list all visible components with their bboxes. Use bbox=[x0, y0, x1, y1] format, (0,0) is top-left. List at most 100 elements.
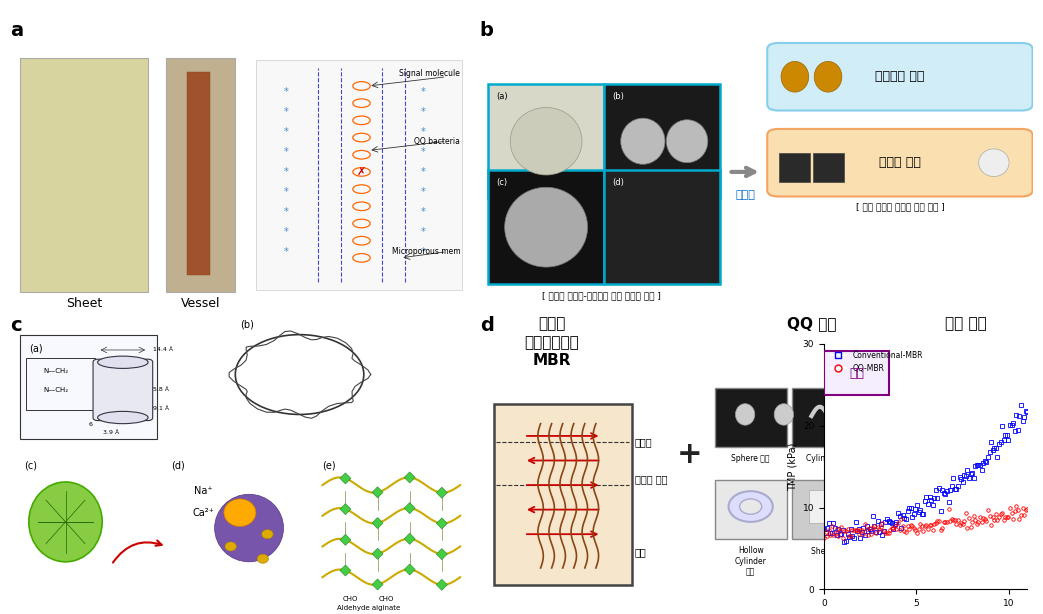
Polygon shape bbox=[340, 503, 350, 515]
FancyBboxPatch shape bbox=[714, 480, 786, 539]
Text: (b): (b) bbox=[612, 92, 625, 101]
Text: Ca²⁺: Ca²⁺ bbox=[192, 508, 214, 518]
Text: *: * bbox=[421, 207, 426, 217]
Text: *: * bbox=[421, 107, 426, 117]
FancyBboxPatch shape bbox=[824, 351, 889, 395]
Ellipse shape bbox=[98, 356, 148, 368]
Text: +: + bbox=[677, 440, 703, 469]
Text: 무폭기
수평왕복운동
MBR: 무폭기 수평왕복운동 MBR bbox=[525, 316, 579, 368]
Text: a: a bbox=[10, 21, 24, 41]
Text: 9.1 Å: 9.1 Å bbox=[152, 406, 169, 411]
Ellipse shape bbox=[98, 411, 148, 424]
Text: c: c bbox=[10, 316, 22, 335]
Ellipse shape bbox=[262, 529, 273, 539]
Text: *: * bbox=[284, 227, 288, 237]
Text: *: * bbox=[284, 247, 288, 257]
Text: (a): (a) bbox=[496, 92, 508, 101]
Text: *: * bbox=[421, 227, 426, 237]
Ellipse shape bbox=[728, 491, 773, 522]
Text: *: * bbox=[421, 147, 426, 157]
Text: 분리막: 분리막 bbox=[634, 437, 652, 447]
Text: *: * bbox=[421, 87, 426, 97]
FancyBboxPatch shape bbox=[167, 58, 236, 292]
Polygon shape bbox=[372, 548, 383, 559]
Text: Aldehyde alginate: Aldehyde alginate bbox=[337, 605, 401, 611]
FancyBboxPatch shape bbox=[20, 335, 157, 439]
Text: 성능 확인: 성능 확인 bbox=[945, 316, 987, 331]
Text: *: * bbox=[421, 247, 426, 257]
Polygon shape bbox=[405, 534, 415, 545]
Text: (d): (d) bbox=[612, 178, 625, 187]
Text: (e): (e) bbox=[322, 460, 336, 470]
Text: *: * bbox=[421, 127, 426, 137]
Ellipse shape bbox=[29, 482, 102, 562]
Text: 5.8 Å: 5.8 Å bbox=[152, 387, 169, 392]
Text: 고정화: 고정화 bbox=[735, 190, 755, 200]
Ellipse shape bbox=[666, 120, 708, 163]
Ellipse shape bbox=[978, 149, 1009, 177]
Ellipse shape bbox=[739, 499, 761, 515]
Text: [ 부착 고정형 정족수 억제 담체 ]: [ 부착 고정형 정족수 억제 담체 ] bbox=[855, 203, 944, 212]
Text: CHO: CHO bbox=[379, 596, 394, 602]
FancyBboxPatch shape bbox=[488, 84, 604, 198]
FancyBboxPatch shape bbox=[93, 359, 152, 421]
Text: Hollow
Cylinder
타입: Hollow Cylinder 타입 bbox=[734, 546, 767, 577]
Text: (c): (c) bbox=[24, 460, 38, 470]
Ellipse shape bbox=[215, 494, 284, 562]
Text: *: * bbox=[284, 127, 288, 137]
Text: *: * bbox=[421, 187, 426, 197]
Polygon shape bbox=[436, 518, 447, 529]
FancyBboxPatch shape bbox=[256, 60, 462, 290]
Polygon shape bbox=[340, 565, 350, 576]
FancyBboxPatch shape bbox=[768, 129, 1033, 196]
Text: N—CH₂: N—CH₂ bbox=[44, 387, 69, 393]
Ellipse shape bbox=[224, 499, 256, 526]
Text: *: * bbox=[284, 167, 288, 177]
FancyBboxPatch shape bbox=[604, 170, 721, 284]
Ellipse shape bbox=[774, 404, 794, 425]
Text: Vessel: Vessel bbox=[181, 297, 221, 310]
Text: Microporous mem: Microporous mem bbox=[391, 247, 460, 256]
Text: ✗: ✗ bbox=[357, 167, 366, 177]
Text: ₆: ₆ bbox=[89, 418, 93, 427]
Polygon shape bbox=[372, 518, 383, 529]
Text: QQ bacteria: QQ bacteria bbox=[414, 137, 460, 146]
FancyBboxPatch shape bbox=[20, 58, 148, 292]
Text: *: * bbox=[421, 167, 426, 177]
Ellipse shape bbox=[510, 107, 582, 175]
FancyBboxPatch shape bbox=[604, 84, 721, 198]
Text: [ 바이오 폴리머-점토광물 기반 유동형 담체 ]: [ 바이오 폴리머-점토광물 기반 유동형 담체 ] bbox=[542, 292, 661, 301]
FancyBboxPatch shape bbox=[808, 490, 853, 523]
Text: Sheet: Sheet bbox=[66, 297, 102, 310]
Ellipse shape bbox=[735, 404, 755, 425]
Polygon shape bbox=[436, 548, 447, 559]
Polygon shape bbox=[436, 487, 447, 498]
FancyBboxPatch shape bbox=[812, 152, 844, 182]
Polygon shape bbox=[436, 579, 447, 590]
Legend: Conventional-MBR, QQ-MBR: Conventional-MBR, QQ-MBR bbox=[828, 348, 926, 376]
FancyBboxPatch shape bbox=[714, 388, 786, 446]
Polygon shape bbox=[405, 472, 415, 483]
Ellipse shape bbox=[621, 118, 665, 164]
FancyBboxPatch shape bbox=[493, 404, 632, 585]
FancyBboxPatch shape bbox=[187, 72, 210, 275]
Text: *: * bbox=[284, 207, 288, 217]
Text: Na⁺: Na⁺ bbox=[194, 486, 213, 496]
Text: CHO: CHO bbox=[342, 596, 358, 602]
FancyBboxPatch shape bbox=[792, 388, 864, 446]
Text: 14.4 Å: 14.4 Å bbox=[152, 348, 173, 352]
Text: Sphere 타입: Sphere 타입 bbox=[731, 454, 770, 464]
Text: *: * bbox=[284, 87, 288, 97]
Polygon shape bbox=[340, 534, 350, 545]
FancyBboxPatch shape bbox=[779, 152, 810, 182]
Polygon shape bbox=[372, 579, 383, 590]
Text: Cylinder 타입: Cylinder 타입 bbox=[806, 454, 850, 464]
Ellipse shape bbox=[781, 61, 808, 92]
Text: *: * bbox=[284, 107, 288, 117]
Text: *: * bbox=[284, 147, 288, 157]
Text: (c): (c) bbox=[496, 178, 508, 187]
Text: 착지: 착지 bbox=[634, 548, 647, 558]
Text: 생물막 오염: 생물막 오염 bbox=[634, 474, 668, 484]
Ellipse shape bbox=[815, 61, 842, 92]
Text: (b): (b) bbox=[240, 319, 253, 329]
